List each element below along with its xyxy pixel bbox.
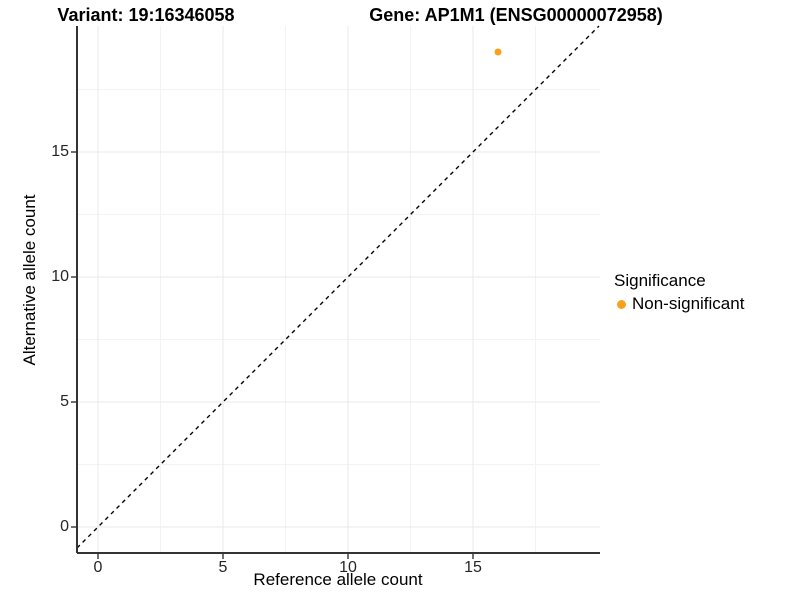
legend: Significance Non-significant [614, 271, 744, 314]
y-tick-label: 10 [51, 268, 69, 285]
legend-item-label: Non-significant [632, 294, 745, 313]
legend-point-icon [617, 299, 626, 309]
y-axis-title: Alternative allele count [20, 194, 39, 366]
x-tick-label: 5 [218, 559, 228, 576]
legend-item-non-significant: Non-significant [614, 294, 744, 314]
y-tick-label: 0 [60, 518, 69, 535]
plot-title-gene: Gene: AP1M1 (ENSG00000072958) [369, 5, 663, 25]
identity-reference-line [76, 25, 600, 549]
x-tick-label: 10 [339, 559, 357, 576]
plot-title-variant: Variant: 19:16346058 [57, 5, 235, 25]
x-tick-label: 15 [464, 559, 482, 576]
x-tick-label: 0 [93, 559, 103, 576]
data-point [494, 48, 502, 56]
x-axis-title: Reference allele count [253, 570, 423, 589]
legend-title: Significance [614, 271, 706, 290]
y-tick-label: 5 [60, 393, 69, 410]
y-tick-label: 15 [51, 143, 69, 160]
